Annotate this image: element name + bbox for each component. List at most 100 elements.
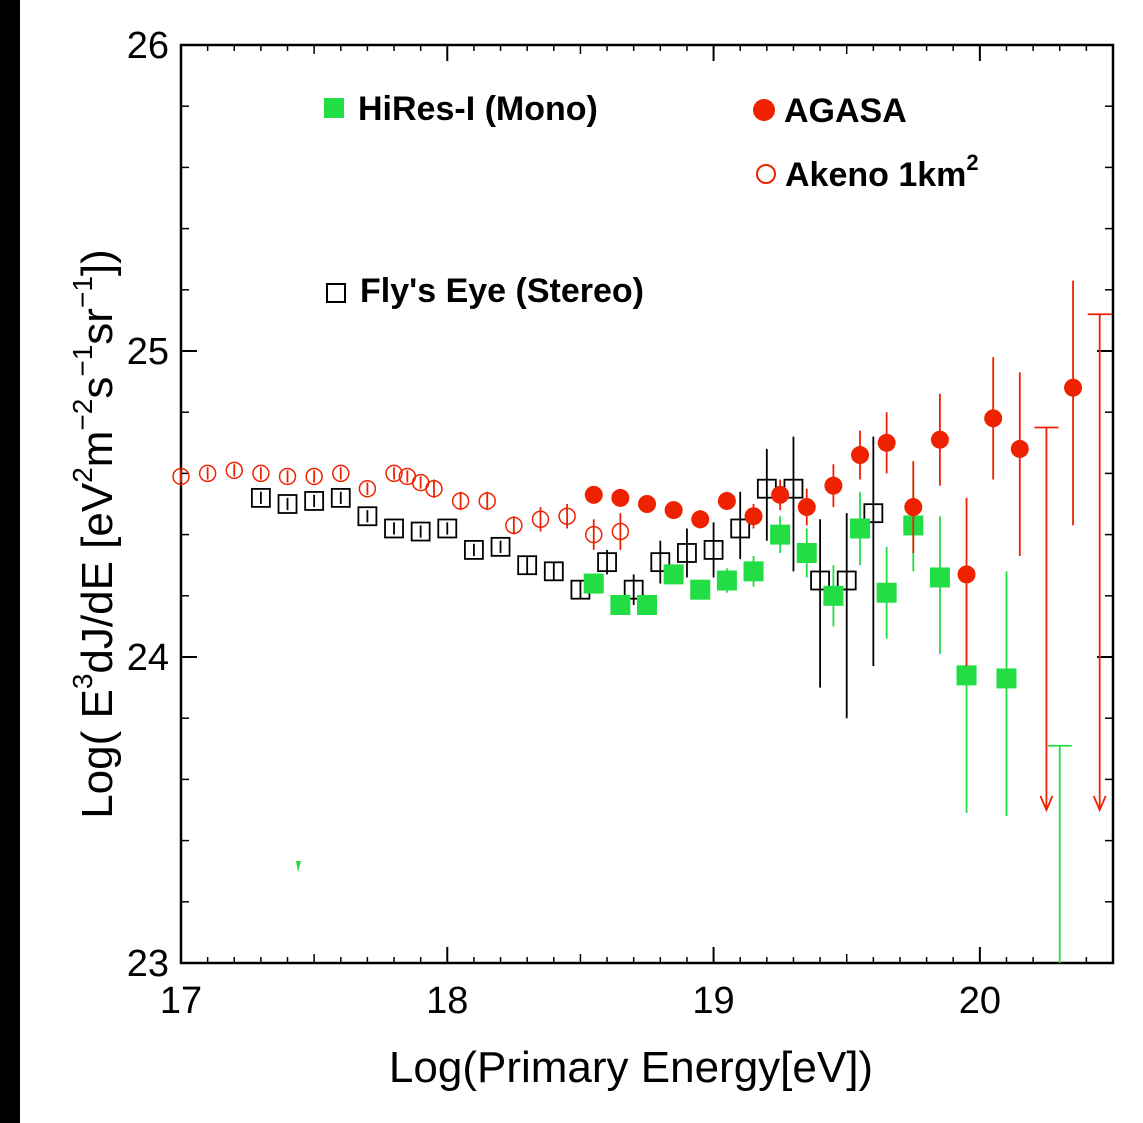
agasa-point [611, 488, 630, 507]
agasa-point [1010, 439, 1029, 458]
upper-limit-agasa [1034, 426, 1059, 813]
x-tick-label: 19 [692, 980, 734, 1022]
upper-limit-agasa [1087, 313, 1112, 813]
series-akeno [172, 461, 630, 550]
data-points [172, 280, 1112, 963]
y-tick-label: 23 [127, 943, 169, 985]
hires-point [876, 582, 897, 603]
akeno-point [332, 464, 350, 483]
akeno-point [172, 467, 190, 486]
hires-point [716, 570, 737, 591]
agasa-point [1064, 378, 1083, 397]
flyseye-point [836, 570, 857, 591]
legend: HiRes-I (Mono) AGASA Akeno 1km2 Fly's Ey… [324, 90, 979, 310]
hires-point [956, 665, 977, 686]
hires-point [610, 594, 631, 615]
akeno-point [305, 467, 323, 486]
flyseye-point [677, 543, 697, 563]
akeno-point [478, 492, 496, 510]
akeno-point [225, 461, 244, 480]
akeno-point [611, 522, 630, 541]
akeno-point [531, 510, 550, 529]
flyseye-point [650, 552, 671, 573]
series-flyseye [250, 436, 884, 719]
flyseye-point [623, 579, 644, 600]
x-tick-label: 18 [426, 980, 468, 1022]
flyseye-point [863, 503, 884, 524]
legend-hires-label: HiRes-I (Mono) [358, 90, 598, 128]
legend-flyseye-label: Fly's Eye (Stereo) [360, 272, 644, 310]
akeno-point [425, 479, 443, 498]
agasa-limit-arrow [1039, 795, 1054, 813]
hires-point [796, 542, 817, 563]
hires-point [663, 564, 684, 585]
x-axis-title: Log(Primary Energy[eV]) [389, 1043, 873, 1092]
agasa-point [638, 495, 656, 513]
axes: 17 18 19 20 23 24 25 26 [127, 25, 1115, 1022]
flyseye-point [410, 521, 431, 542]
upper-limit-hires [1047, 744, 1072, 963]
flyseye-point [490, 536, 511, 557]
hires-point [690, 579, 711, 600]
chart-panel: 17 18 19 20 23 24 25 26 HiRes-I (Mono) AGASA Ak… [20, 0, 1143, 1123]
legend-hires-marker [324, 98, 344, 118]
hires-point [743, 561, 764, 582]
flyseye-point [277, 494, 298, 514]
y-tick-label: 26 [127, 25, 169, 67]
akeno-point [451, 492, 470, 510]
x-tick-label: 17 [160, 980, 202, 1022]
legend-akeno-label: Akeno 1km2 [785, 150, 979, 194]
agasa-point [904, 498, 923, 517]
flyseye-point [250, 487, 271, 508]
flyseye-point [304, 491, 325, 511]
flyseye-point [703, 540, 724, 560]
series-hires [583, 479, 1017, 817]
agasa-point [797, 498, 816, 517]
akeno-point [385, 464, 403, 483]
hires-point [583, 573, 604, 594]
legend-agasa-label: AGASA [784, 92, 907, 130]
agasa-point [584, 485, 603, 504]
agasa-limit-arrow [1092, 795, 1107, 813]
agasa-point [717, 491, 736, 510]
agasa-point [930, 430, 949, 449]
agasa-point [877, 433, 896, 452]
y-axis-title: Log( E3dJ/dE [eV2m−2s−1sr−1]) [67, 249, 122, 819]
plot-frame [179, 43, 1115, 965]
flyseye-point [810, 570, 830, 591]
akeno-point [252, 464, 270, 483]
agasa-point [744, 507, 763, 526]
agasa-point [824, 476, 843, 495]
flyseye-point [730, 518, 751, 539]
akeno-point [198, 464, 217, 483]
y-tick-label: 24 [127, 637, 169, 679]
flyseye-point [384, 518, 404, 539]
agasa-point [691, 510, 710, 529]
akeno-point [358, 479, 377, 498]
hires-point [850, 518, 871, 539]
agasa-point [851, 446, 870, 465]
legend-agasa-marker [753, 99, 775, 121]
hires-point [637, 594, 657, 615]
spectrum-chart: 17 18 19 20 23 24 25 26 HiRes-I (Mono) AGASA Ak… [67, 25, 1115, 1092]
x-tick-label: 20 [959, 980, 1001, 1022]
agasa-point [771, 485, 790, 504]
agasa-point [957, 565, 976, 584]
flyseye-point [330, 487, 351, 508]
stray-mark [296, 861, 301, 872]
series-agasa [584, 280, 1083, 667]
y-tick-label: 25 [127, 331, 169, 373]
hires-point [929, 567, 950, 588]
hires-point [996, 668, 1017, 689]
hires-point [770, 524, 791, 545]
agasa-point [664, 501, 683, 520]
flyseye-point [517, 555, 538, 576]
legend-flyseye-marker [326, 283, 346, 303]
hires-point [823, 585, 844, 606]
y-axis-title-text: Log( E3dJ/dE [eV2m−2s−1sr−1]) [67, 249, 122, 819]
flyseye-point [597, 552, 617, 573]
flyseye-point [464, 540, 484, 560]
akeno-point [558, 507, 576, 525]
akeno-point [278, 467, 297, 486]
akeno-point [584, 525, 603, 544]
